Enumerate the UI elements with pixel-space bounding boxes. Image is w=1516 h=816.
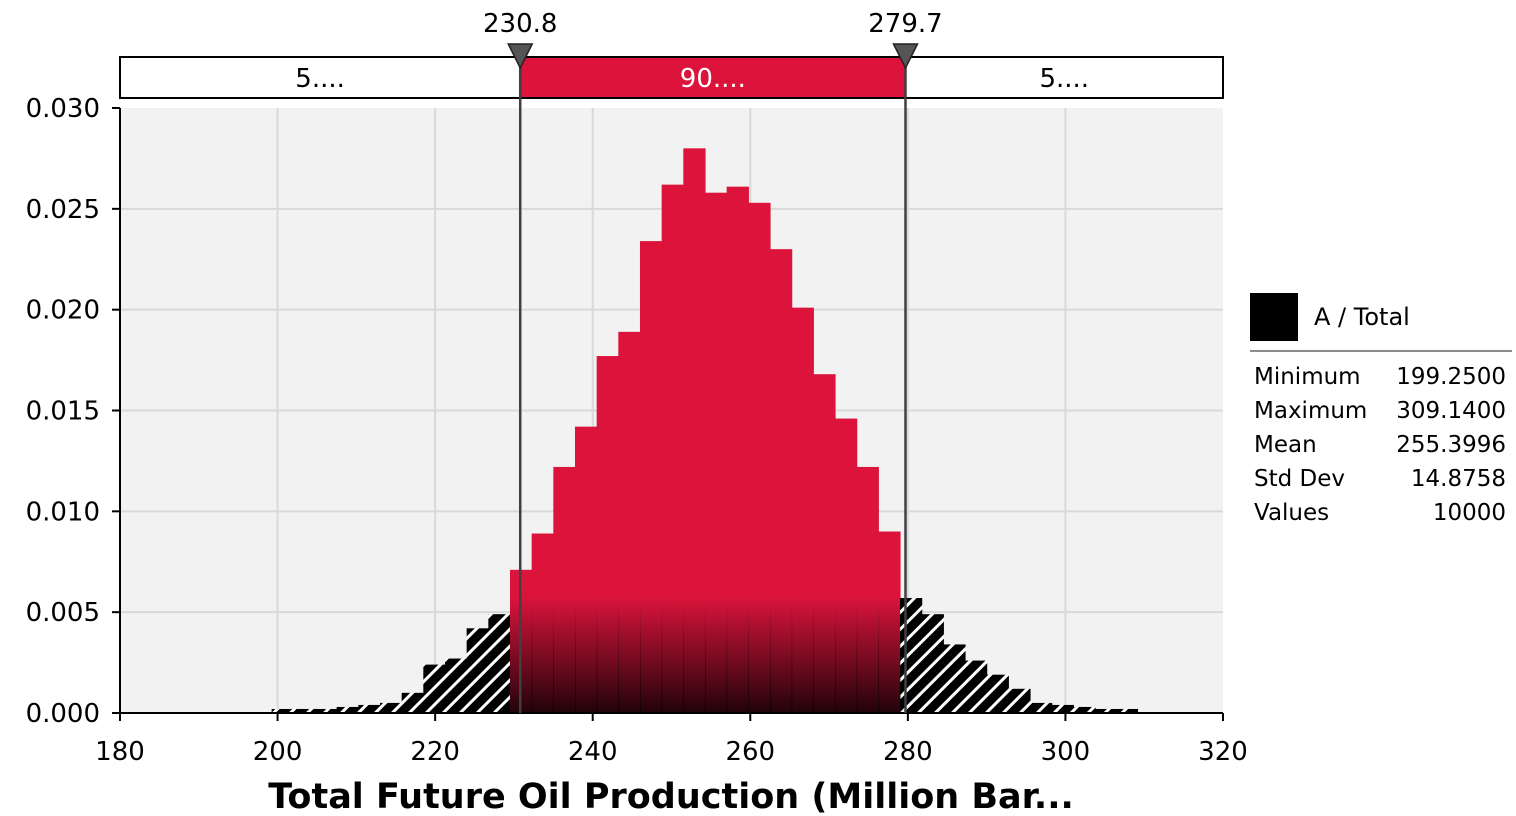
overlay-bar xyxy=(878,596,901,713)
overlay-bar xyxy=(683,596,706,713)
stats-table: Minimum 199.2500 Maximum 309.1400 Mean 2… xyxy=(1250,360,1512,530)
stat-value: 199.2500 xyxy=(1396,364,1506,390)
stat-label: Mean xyxy=(1254,432,1317,458)
stat-value: 14.8758 xyxy=(1410,466,1506,492)
x-tick-label: 280 xyxy=(883,737,933,767)
x-tick-label: 260 xyxy=(725,737,775,767)
overlay-bar xyxy=(834,596,858,713)
histogram-bar xyxy=(1051,704,1074,713)
histogram-bar xyxy=(1094,708,1118,713)
histogram-bar xyxy=(271,708,294,713)
stat-row-std-dev: Std Dev 14.8758 xyxy=(1250,462,1512,496)
stat-value: 255.3996 xyxy=(1396,432,1506,458)
legend-series-name: A / Total xyxy=(1314,303,1410,331)
histogram-bar xyxy=(986,674,1009,713)
histogram-bar xyxy=(444,658,468,713)
x-tick-label: 240 xyxy=(568,737,618,767)
histogram-bar xyxy=(466,628,489,713)
y-tick-label: 0.025 xyxy=(26,195,100,225)
stat-label: Std Dev xyxy=(1254,466,1346,492)
stat-row-maximum: Maximum 309.1400 xyxy=(1250,394,1512,428)
x-tick-label: 300 xyxy=(1041,737,1091,767)
stat-label: Values xyxy=(1254,500,1330,526)
overlay-bar xyxy=(704,596,728,713)
overlay-bar xyxy=(574,596,598,713)
percentile-band[interactable]: 5.... 90.... 5.... xyxy=(119,56,1225,99)
histogram-bar xyxy=(683,148,706,714)
percentile-band-label: 5.... xyxy=(295,64,345,94)
histogram-bar xyxy=(336,706,359,713)
x-axis-title: Total Future Oil Production (Million Bar… xyxy=(268,777,1074,816)
stat-label: Minimum xyxy=(1254,364,1361,390)
overlay-bar xyxy=(769,596,793,713)
stat-row-minimum: Minimum 199.2500 xyxy=(1250,360,1512,394)
histogram-bar xyxy=(379,702,403,713)
marker-handle-icon[interactable] xyxy=(507,43,534,70)
histogram-bar xyxy=(964,660,988,713)
percentile-band-segment[interactable] xyxy=(904,56,1225,99)
percentile-marker-label: 230.8 xyxy=(483,9,557,39)
histogram-bar xyxy=(726,186,749,713)
overlay-bars xyxy=(509,596,901,713)
overlay-bar xyxy=(813,596,836,713)
histogram-bar xyxy=(899,598,923,713)
histogram-bar xyxy=(639,241,663,713)
histogram-bar xyxy=(358,704,381,713)
histogram-bar xyxy=(1073,706,1096,713)
histogram-bar xyxy=(704,192,728,713)
percentile-markers[interactable]: 230.8 279.7 xyxy=(483,9,943,713)
histogram-bar xyxy=(293,708,316,713)
overlay-bar xyxy=(791,596,814,713)
histogram-bar xyxy=(1116,708,1139,713)
histogram-bar xyxy=(488,614,511,713)
histogram-bar xyxy=(661,184,684,714)
x-tick-label: 220 xyxy=(410,737,460,767)
histogram-bar xyxy=(1008,688,1031,713)
y-tick-label: 0.020 xyxy=(26,296,100,326)
stat-value: 309.1400 xyxy=(1396,398,1506,424)
histogram-bar xyxy=(748,202,771,714)
overlay-bar xyxy=(531,596,554,713)
axes: 180 200 220 240 260 280 300 320 0.000 0.005 0.010 0… xyxy=(26,94,1248,767)
stat-row-mean: Mean 255.3996 xyxy=(1250,428,1512,462)
legend-swatch xyxy=(1250,293,1298,341)
legend-panel: A / Total Minimum 199.2500 Maximum 309.1… xyxy=(1250,292,1512,530)
stat-label: Maximum xyxy=(1254,398,1368,424)
overlay-bar xyxy=(661,596,684,713)
histogram-bar xyxy=(314,708,338,713)
y-tick-label: 0.000 xyxy=(26,699,100,729)
overlay-bar xyxy=(618,596,641,713)
histogram-bar xyxy=(423,664,446,713)
y-tick-label: 0.010 xyxy=(26,497,100,527)
overlay-bar xyxy=(596,596,619,713)
stat-row-values: Values 10000 xyxy=(1250,496,1512,530)
y-tick-label: 0.030 xyxy=(26,94,100,124)
y-tick-label: 0.015 xyxy=(26,397,100,427)
histogram-bar xyxy=(1029,702,1053,713)
histogram-bar xyxy=(401,692,424,713)
x-tick-label: 180 xyxy=(95,737,145,767)
overlay-bar xyxy=(856,596,879,713)
stat-value: 10000 xyxy=(1432,500,1506,526)
histogram-bar xyxy=(943,644,966,713)
x-tick-label: 320 xyxy=(1198,737,1248,767)
overlay-bar xyxy=(748,596,771,713)
histogram-bar xyxy=(921,614,944,713)
percentile-band-label: 90.... xyxy=(680,64,746,94)
marker-handle-icon[interactable] xyxy=(892,43,919,70)
x-tick-label: 200 xyxy=(253,737,303,767)
percentile-band-label: 5.... xyxy=(1039,64,1089,94)
overlay-bar xyxy=(726,596,749,713)
overlay-bar xyxy=(553,596,576,713)
legend-divider xyxy=(1250,350,1512,352)
percentile-marker-label: 279.7 xyxy=(868,9,942,39)
overlay-bar xyxy=(639,596,663,713)
legend-header: A / Total xyxy=(1250,292,1512,342)
y-tick-label: 0.005 xyxy=(26,598,100,628)
